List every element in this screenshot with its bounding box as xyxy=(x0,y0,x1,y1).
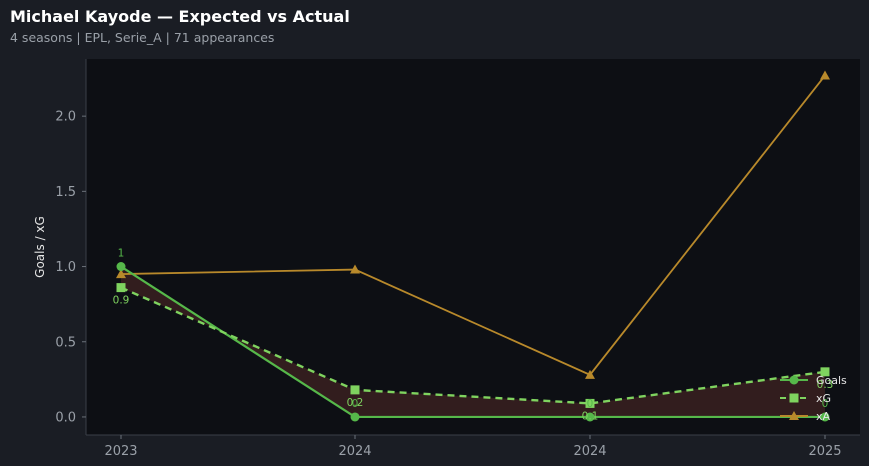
xg-point xyxy=(116,283,126,293)
x-tick-label: 2025 xyxy=(808,444,841,459)
y-tick-label: 2.0 xyxy=(55,110,76,125)
subtitle-separator: | xyxy=(165,30,170,45)
series-line-xg xyxy=(120,286,826,405)
x-tick-label: 2024 xyxy=(573,444,606,459)
xa-point xyxy=(116,269,126,279)
goals-data-label: 0 xyxy=(352,398,359,410)
leagues-list: EPL, Serie_A xyxy=(84,30,162,45)
xg-data-label: 0.9 xyxy=(113,295,130,307)
y-tick-label: 0.5 xyxy=(55,335,76,350)
chart-subtitle: 4 seasons | EPL, Serie_A | 71 appearance… xyxy=(10,30,274,45)
xa-point xyxy=(820,70,830,80)
goals-data-label: 1 xyxy=(118,248,125,260)
goals-point xyxy=(350,412,360,422)
xg-data-label: 0.3 xyxy=(817,379,834,391)
y-tick-label: 1.0 xyxy=(55,260,76,275)
xg-data-label: 0.2 xyxy=(347,397,364,409)
plot-area xyxy=(86,59,860,435)
y-axis-label: Goals / xG xyxy=(33,216,47,278)
goals-data-label: 0 xyxy=(587,398,594,410)
goals-point xyxy=(116,262,126,272)
x-tick-label: 2024 xyxy=(338,444,371,459)
appearances-count: 71 appearances xyxy=(173,30,275,45)
xa-point xyxy=(350,264,360,274)
legend-marker xyxy=(789,393,799,403)
xg-point xyxy=(350,385,360,395)
y-tick-label: 0.0 xyxy=(55,410,76,425)
goals-point xyxy=(820,412,830,422)
legend-label: Goals xyxy=(816,374,847,387)
chart-title: Michael Kayode — Expected vs Actual xyxy=(10,7,350,26)
y-tick-label: 1.5 xyxy=(55,185,76,200)
xg-point xyxy=(585,398,595,408)
legend-marker xyxy=(789,375,799,385)
subtitle-separator: | xyxy=(76,30,81,45)
goals-data-label: 0 xyxy=(822,398,829,410)
xg-data-label: 0.1 xyxy=(582,410,599,422)
seasons-count: 4 seasons xyxy=(10,30,73,45)
series-line-xa xyxy=(120,74,826,376)
legend-label: xA xyxy=(816,410,831,423)
xa-point xyxy=(585,369,595,379)
legend-marker xyxy=(789,411,799,420)
xg-point xyxy=(820,367,830,377)
series-line-goals xyxy=(120,265,825,419)
x-tick-label: 2023 xyxy=(104,444,137,459)
legend-label: xG xyxy=(816,392,831,405)
goals-point xyxy=(585,412,595,422)
